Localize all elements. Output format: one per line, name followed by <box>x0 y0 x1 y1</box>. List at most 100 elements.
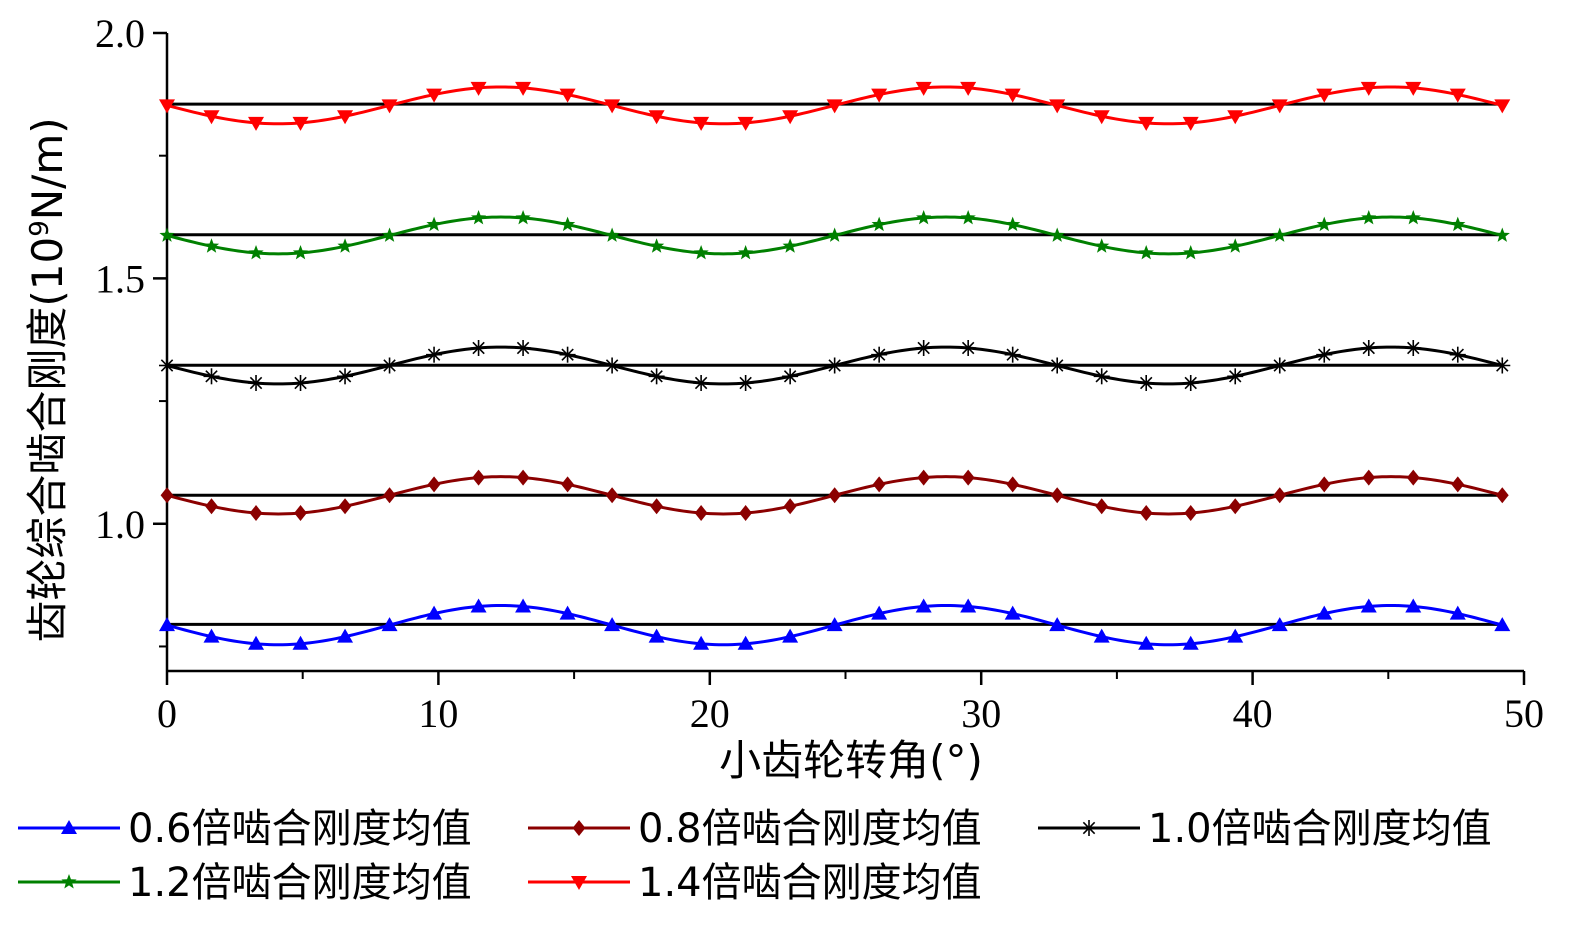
data-point <box>515 598 532 613</box>
data-point <box>426 605 443 620</box>
y-axis-label-unit: N/m) <box>23 117 72 220</box>
data-point <box>1495 487 1509 504</box>
data-point <box>515 339 532 356</box>
data-point <box>871 605 888 620</box>
data-point <box>426 88 443 103</box>
data-point <box>561 476 574 493</box>
data-point <box>871 216 887 232</box>
data-point <box>292 374 309 391</box>
data-point <box>1139 505 1153 522</box>
data-point <box>203 368 220 385</box>
data-point <box>605 487 619 504</box>
data-point <box>1050 487 1064 504</box>
data-point <box>383 487 396 504</box>
data-point <box>1494 617 1511 632</box>
data-point <box>337 238 353 253</box>
data-point <box>960 81 977 96</box>
data-point <box>915 598 932 613</box>
data-point <box>871 346 888 363</box>
data-point <box>1049 227 1065 242</box>
data-point <box>1004 346 1021 363</box>
data-point <box>1451 476 1465 493</box>
data-point <box>1271 99 1288 114</box>
legend-item: 0.6倍啮合刚度均值 <box>18 806 472 852</box>
data-point <box>1316 216 1332 232</box>
legend: 0.6倍啮合刚度均值 0.8倍啮合刚度均值 1.0倍啮合刚度均值 1.2倍啮合刚度均值… <box>18 806 1492 906</box>
legend-label: 1.0倍啮合刚度均值 <box>1148 806 1492 852</box>
x-tick-label: 40 <box>1233 691 1273 736</box>
data-point <box>1138 635 1155 650</box>
legend-label: 1.2倍啮合刚度均值 <box>128 860 472 906</box>
data-point <box>1004 88 1021 103</box>
data-point <box>783 498 797 515</box>
legend-item: 1.0倍啮合刚度均值 <box>1038 806 1492 852</box>
data-point <box>1227 628 1244 643</box>
data-point <box>1494 99 1511 114</box>
data-point <box>338 498 352 515</box>
legend-label: 0.6倍啮合刚度均值 <box>128 806 472 852</box>
data-point <box>381 617 398 632</box>
data-point <box>960 209 976 225</box>
data-point <box>248 116 265 131</box>
data-point <box>248 244 264 260</box>
y-axis-label-main: 齿轮综合啮合刚度(10 <box>23 237 72 643</box>
data-point <box>1271 617 1288 632</box>
data-point <box>470 339 487 356</box>
data-point <box>826 357 843 374</box>
data-point <box>604 617 621 632</box>
data-point <box>915 81 932 96</box>
data-point <box>1360 339 1377 356</box>
data-point <box>1004 605 1021 620</box>
data-point <box>961 469 975 486</box>
data-point <box>1405 339 1422 356</box>
data-point <box>1138 116 1155 131</box>
data-point <box>828 487 842 504</box>
data-point <box>381 99 398 114</box>
x-axis-label: 小齿轮转角(°) <box>719 736 983 785</box>
data-point <box>248 374 265 391</box>
x-tick-label: 20 <box>690 691 730 736</box>
data-point <box>693 116 710 131</box>
data-point <box>1494 227 1510 242</box>
data-point <box>427 476 441 493</box>
data-point <box>1183 244 1199 260</box>
data-point <box>1362 469 1376 486</box>
data-point <box>1450 216 1466 232</box>
data-point <box>737 635 754 650</box>
data-point <box>915 339 932 356</box>
data-point <box>337 368 354 385</box>
legend-item: 1.2倍啮合刚度均值 <box>18 860 472 906</box>
data-point <box>1182 635 1199 650</box>
data-point <box>1405 598 1422 613</box>
data-point <box>515 81 532 96</box>
data-point <box>205 498 218 515</box>
legend-marker <box>571 876 587 890</box>
data-point <box>1406 469 1420 486</box>
data-point <box>559 216 576 232</box>
legend-marker <box>572 820 586 836</box>
y-axis-label-exponent: 9 <box>25 220 55 237</box>
data-point <box>1227 110 1244 125</box>
y-axis-label: 齿轮综合啮合刚度(109N/m) <box>23 117 72 642</box>
data-point <box>1449 88 1466 103</box>
data-point <box>693 635 710 650</box>
data-point <box>516 469 530 486</box>
data-point <box>159 357 175 374</box>
data-point <box>292 116 309 131</box>
x-tick-label: 10 <box>418 691 458 736</box>
data-point <box>249 505 263 522</box>
data-point <box>739 505 753 522</box>
data-point <box>648 110 665 125</box>
data-point <box>826 617 843 632</box>
legend-marker <box>61 874 77 889</box>
data-point <box>604 99 621 114</box>
series-markers <box>159 81 1511 650</box>
y-axis-ticks: 1.0 1.5 2.0 <box>95 11 167 648</box>
data-point <box>604 357 621 374</box>
data-point <box>1449 346 1466 363</box>
data-point <box>737 374 754 391</box>
data-point <box>1005 216 1021 232</box>
legend-label: 0.8倍啮合刚度均值 <box>638 806 982 852</box>
data-point <box>782 110 799 125</box>
